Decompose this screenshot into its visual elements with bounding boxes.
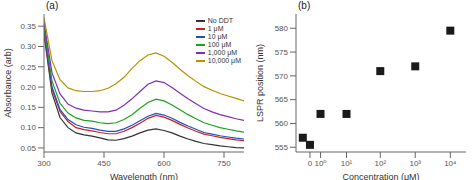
svg-text:750: 750 xyxy=(217,159,231,168)
svg-text:10³: 10³ xyxy=(409,159,421,168)
svg-text:10⁴: 10⁴ xyxy=(444,159,457,168)
svg-text:555: 555 xyxy=(275,143,289,152)
html-text:(a): (a) xyxy=(46,0,59,11)
html-text:1 μM: 1 μM xyxy=(207,25,224,32)
html-text:(b): (b) xyxy=(298,0,311,11)
svg-text:570: 570 xyxy=(275,72,289,81)
svg-text:0.25: 0.25 xyxy=(20,63,36,72)
svg-text:450: 450 xyxy=(97,159,111,168)
svg-text:0.10: 0.10 xyxy=(20,123,36,132)
svg-text:300: 300 xyxy=(37,159,51,168)
svg-text:10²: 10² xyxy=(375,159,387,168)
svg-text:575: 575 xyxy=(275,48,289,57)
svg-text:0.05: 0.05 xyxy=(20,144,36,153)
svg-text:580: 580 xyxy=(275,24,289,33)
svg-text:565: 565 xyxy=(275,95,289,104)
svg-text:0.15: 0.15 xyxy=(20,103,36,112)
svg-text:600: 600 xyxy=(157,159,171,168)
html-text:No DDT: No DDT xyxy=(207,17,233,24)
svg-text:Concentration (μM): Concentration (μM) xyxy=(342,172,419,180)
svg-text:10⁰: 10⁰ xyxy=(314,159,326,168)
svg-text:Wavelength (nm): Wavelength (nm) xyxy=(110,172,178,180)
svg-text:10¹: 10¹ xyxy=(341,159,353,168)
svg-text:560: 560 xyxy=(275,119,289,128)
svg-text:0.20: 0.20 xyxy=(20,83,36,92)
html-text:100 μM: 100 μM xyxy=(207,41,232,48)
svg-text:Absorbance (arb): Absorbance (arb) xyxy=(8,48,13,118)
html-text:10 μM: 10 μM xyxy=(207,33,228,40)
html-text:1,000 μM: 1,000 μM xyxy=(207,49,238,56)
svg-text:0.30: 0.30 xyxy=(20,42,36,51)
svg-text:0: 0 xyxy=(308,159,313,168)
svg-text:LSPR position (nm): LSPR position (nm) xyxy=(255,44,265,122)
html-text:10,000 μM: 10,000 μM xyxy=(207,57,241,64)
svg-text:0.35: 0.35 xyxy=(20,22,36,31)
